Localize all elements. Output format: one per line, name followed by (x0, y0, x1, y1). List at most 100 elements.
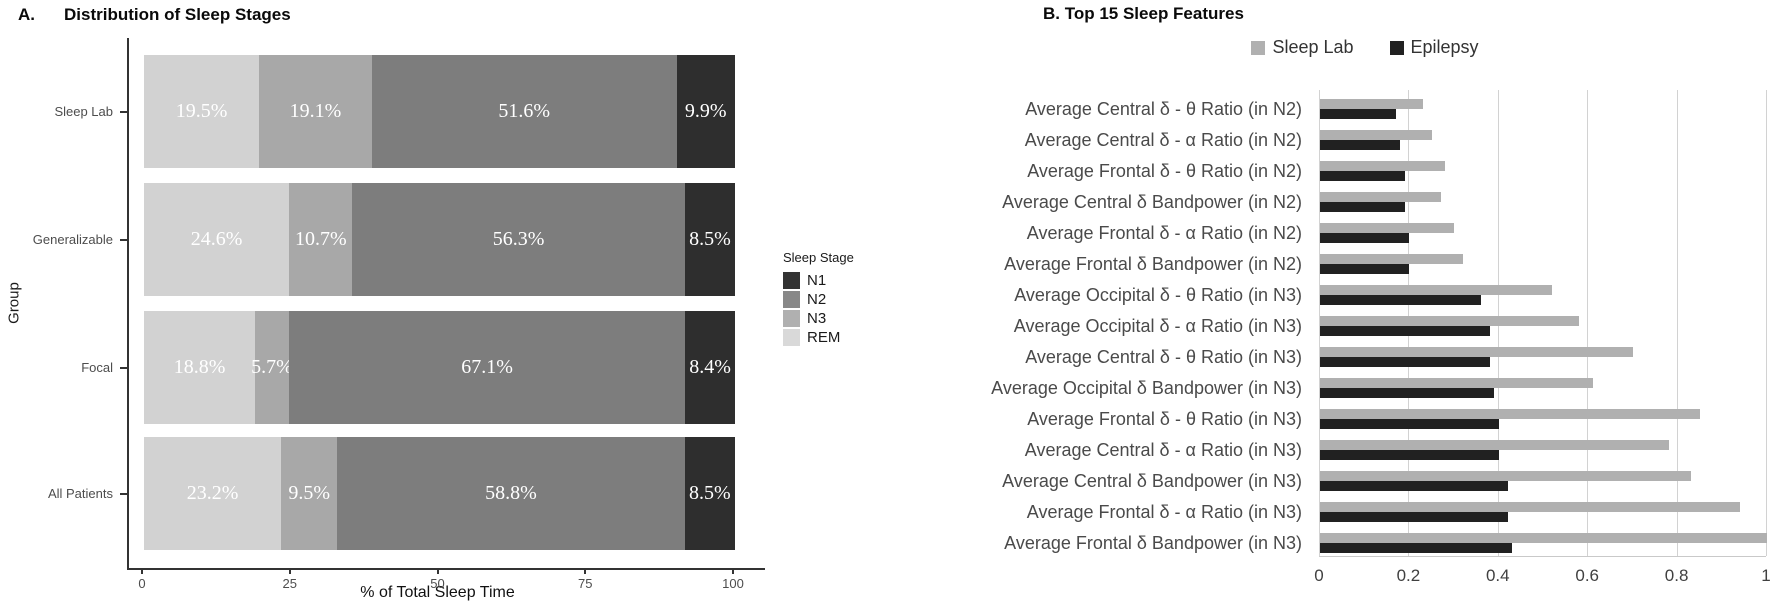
bar-sleep-lab (1320, 161, 1446, 171)
feature-label: Average Occipital δ - θ Ratio (in N3) (1014, 285, 1302, 305)
bar-segment-n1: 8.5% (684, 437, 735, 550)
legend-label: REM (807, 329, 841, 346)
x-axis-tick-label: 25 (282, 576, 297, 591)
feature-label: Average Frontal δ Bandpower (in N3) (1004, 533, 1302, 553)
bar-sleep-lab (1320, 223, 1455, 233)
gridline (1587, 90, 1589, 556)
legend-swatch-sleep-lab (1251, 40, 1266, 55)
bar-segment-n1: 9.9% (676, 55, 735, 168)
feature-label: Average Frontal δ - θ Ratio (in N3) (1027, 409, 1302, 429)
bar-sleep-lab (1320, 192, 1441, 202)
bar-epilepsy (1320, 171, 1405, 181)
x-axis-tick (288, 568, 291, 574)
bar-epilepsy (1320, 140, 1401, 150)
bar-epilepsy (1320, 326, 1490, 336)
x-axis-tick-label: 100 (722, 576, 744, 591)
legend-swatch-n1 (783, 272, 800, 289)
bar-epilepsy (1320, 233, 1410, 243)
bar-segment-n2: 67.1% (288, 311, 686, 424)
bar-epilepsy (1320, 543, 1513, 553)
panel-a-legend: Sleep Stage N1 N2 N3 REM (783, 250, 854, 348)
gridline (1319, 90, 1320, 556)
bar-epilepsy (1320, 481, 1508, 491)
bar-epilepsy (1320, 264, 1410, 274)
y-axis-tick (120, 238, 127, 241)
bar-segment-n3: 19.1% (259, 55, 372, 168)
x-axis-tick-label: 75 (578, 576, 593, 591)
x-axis-tick-label: 50 (430, 576, 445, 591)
x-axis-tick-label: 0 (1314, 566, 1324, 585)
bar-epilepsy (1320, 419, 1499, 429)
x-axis-tick-label: 0 (138, 576, 146, 591)
feature-label: Average Frontal δ - θ Ratio (in N2) (1027, 161, 1302, 181)
bar-segment-value-label: 18.8% (173, 356, 226, 378)
panel-a-title-text: Distribution of Sleep Stages (64, 5, 291, 24)
panel-b-legend: Sleep Lab Epilepsy (870, 37, 1772, 58)
x-axis-tick-label: 0.4 (1485, 566, 1510, 585)
bar-segment-n2: 58.8% (337, 437, 685, 550)
bar-segment-n2: 51.6% (371, 55, 677, 168)
feature-label: Average Frontal δ - α Ratio (in N3) (1026, 502, 1302, 522)
legend-item-rem: REM (783, 329, 854, 346)
legend-item-n3: N3 (783, 310, 854, 327)
legend-label: Epilepsy (1410, 37, 1479, 57)
bar-segment-value-label: 56.3% (492, 228, 545, 250)
bar-segment-n3: 10.7% (289, 183, 353, 296)
feature-label: Average Frontal δ Bandpower (in N2) (1004, 254, 1302, 274)
bar-segment-value-label: 8.5% (689, 482, 731, 504)
panel-a-distribution-of-sleep-stages: A. Distribution of Sleep Stages Group 19.… (0, 0, 870, 611)
x-axis-line (1319, 556, 1766, 557)
feature-label: Average Central δ Bandpower (in N3) (1002, 471, 1302, 491)
bar-epilepsy (1320, 512, 1508, 522)
bar-sleep-lab (1320, 130, 1432, 140)
legend-swatch-n3 (783, 310, 800, 327)
legend-swatch-n2 (783, 291, 800, 308)
bar-segment-value-label: 5.7% (251, 356, 293, 378)
panel-a-y-axis-title: Group (5, 282, 23, 324)
bar-segment-value-label: 8.4% (689, 356, 731, 378)
bar-segment-value-label: 51.6% (498, 100, 551, 122)
legend-swatch-rem (783, 329, 800, 346)
stacked-bar-row: 19.5% 19.1% 51.6% 9.9% (144, 55, 735, 168)
y-category-label: Focal (81, 359, 113, 375)
bar-segment-n2: 56.3% (352, 183, 685, 296)
panel-a-title-label: A. (18, 5, 35, 24)
legend-label: Sleep Lab (1272, 37, 1354, 57)
panel-a-title: A. Distribution of Sleep Stages (18, 5, 291, 25)
bar-sleep-lab (1320, 378, 1593, 388)
bar-segment-rem: 23.2% (144, 437, 282, 550)
bar-segment-value-label: 10.7% (294, 228, 347, 250)
bar-sleep-lab (1320, 533, 1767, 543)
y-axis-tick (120, 110, 127, 113)
bar-segment-value-label: 24.6% (190, 228, 243, 250)
bar-segment-value-label: 58.8% (485, 482, 537, 504)
x-axis-tick (436, 568, 439, 574)
bar-epilepsy (1320, 357, 1490, 367)
bar-segment-value-label: 19.5% (175, 100, 228, 122)
stacked-bar-row: 24.6% 10.7% 56.3% 8.5% (144, 183, 735, 296)
legend-item-n2: N2 (783, 291, 854, 308)
legend-item-sleep-lab: Sleep Lab (1251, 37, 1354, 58)
bar-segment-value-label: 67.1% (461, 356, 513, 378)
bar-segment-rem: 19.5% (144, 55, 260, 168)
x-axis-tick-label: 0.6 (1575, 566, 1599, 585)
x-axis-tick (732, 568, 734, 574)
x-axis-tick-label: 0.2 (1396, 566, 1421, 585)
y-axis-tick (120, 492, 127, 495)
bar-segment-rem: 18.8% (144, 311, 256, 424)
bar-sleep-lab (1320, 285, 1553, 295)
feature-label: Average Occipital δ Bandpower (in N3) (991, 378, 1302, 398)
bar-sleep-lab (1320, 316, 1580, 326)
bar-segment-n3: 5.7% (251, 311, 293, 424)
feature-label: Average Central δ - α Ratio (in N2) (1024, 130, 1302, 150)
feature-label: Average Central δ Bandpower (in N2) (1002, 192, 1302, 212)
bar-segment-n3: 9.5% (281, 437, 338, 550)
bar-segment-value-label: 23.2% (186, 482, 239, 504)
legend-label: N2 (807, 291, 827, 308)
bar-epilepsy (1320, 450, 1499, 460)
bar-epilepsy (1320, 388, 1495, 398)
bar-sleep-lab (1320, 347, 1633, 357)
bar-sleep-lab (1320, 502, 1741, 512)
legend-item-epilepsy: Epilepsy (1389, 37, 1479, 58)
